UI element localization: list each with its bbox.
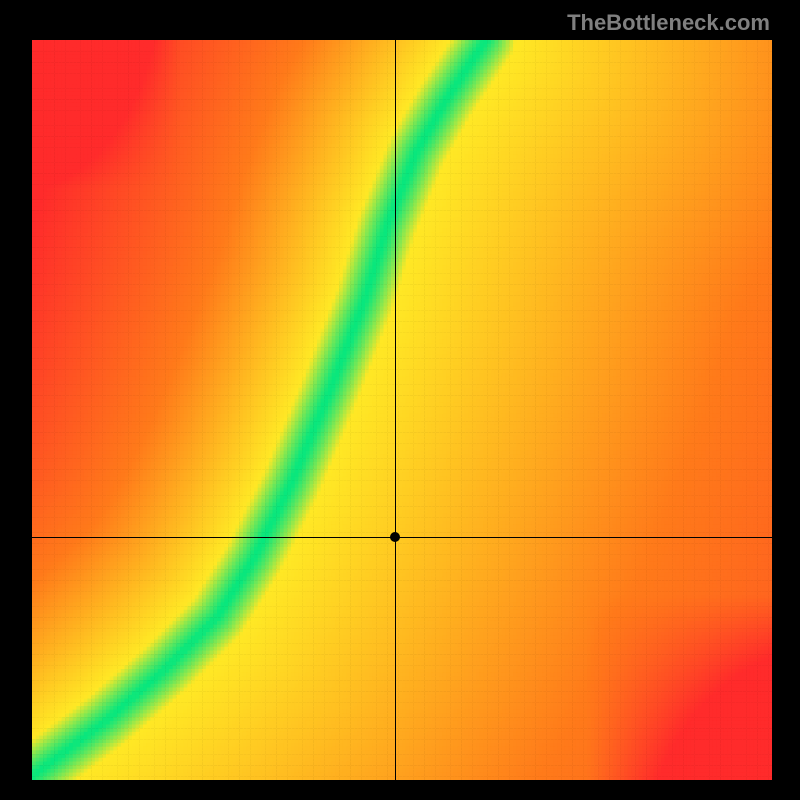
crosshair-vertical xyxy=(395,40,396,780)
crosshair-marker xyxy=(390,532,400,542)
plot-area xyxy=(32,40,772,780)
crosshair-horizontal xyxy=(32,537,772,538)
heatmap-canvas xyxy=(32,40,772,780)
watermark-text: TheBottleneck.com xyxy=(567,10,770,36)
chart-container: TheBottleneck.com xyxy=(0,0,800,800)
